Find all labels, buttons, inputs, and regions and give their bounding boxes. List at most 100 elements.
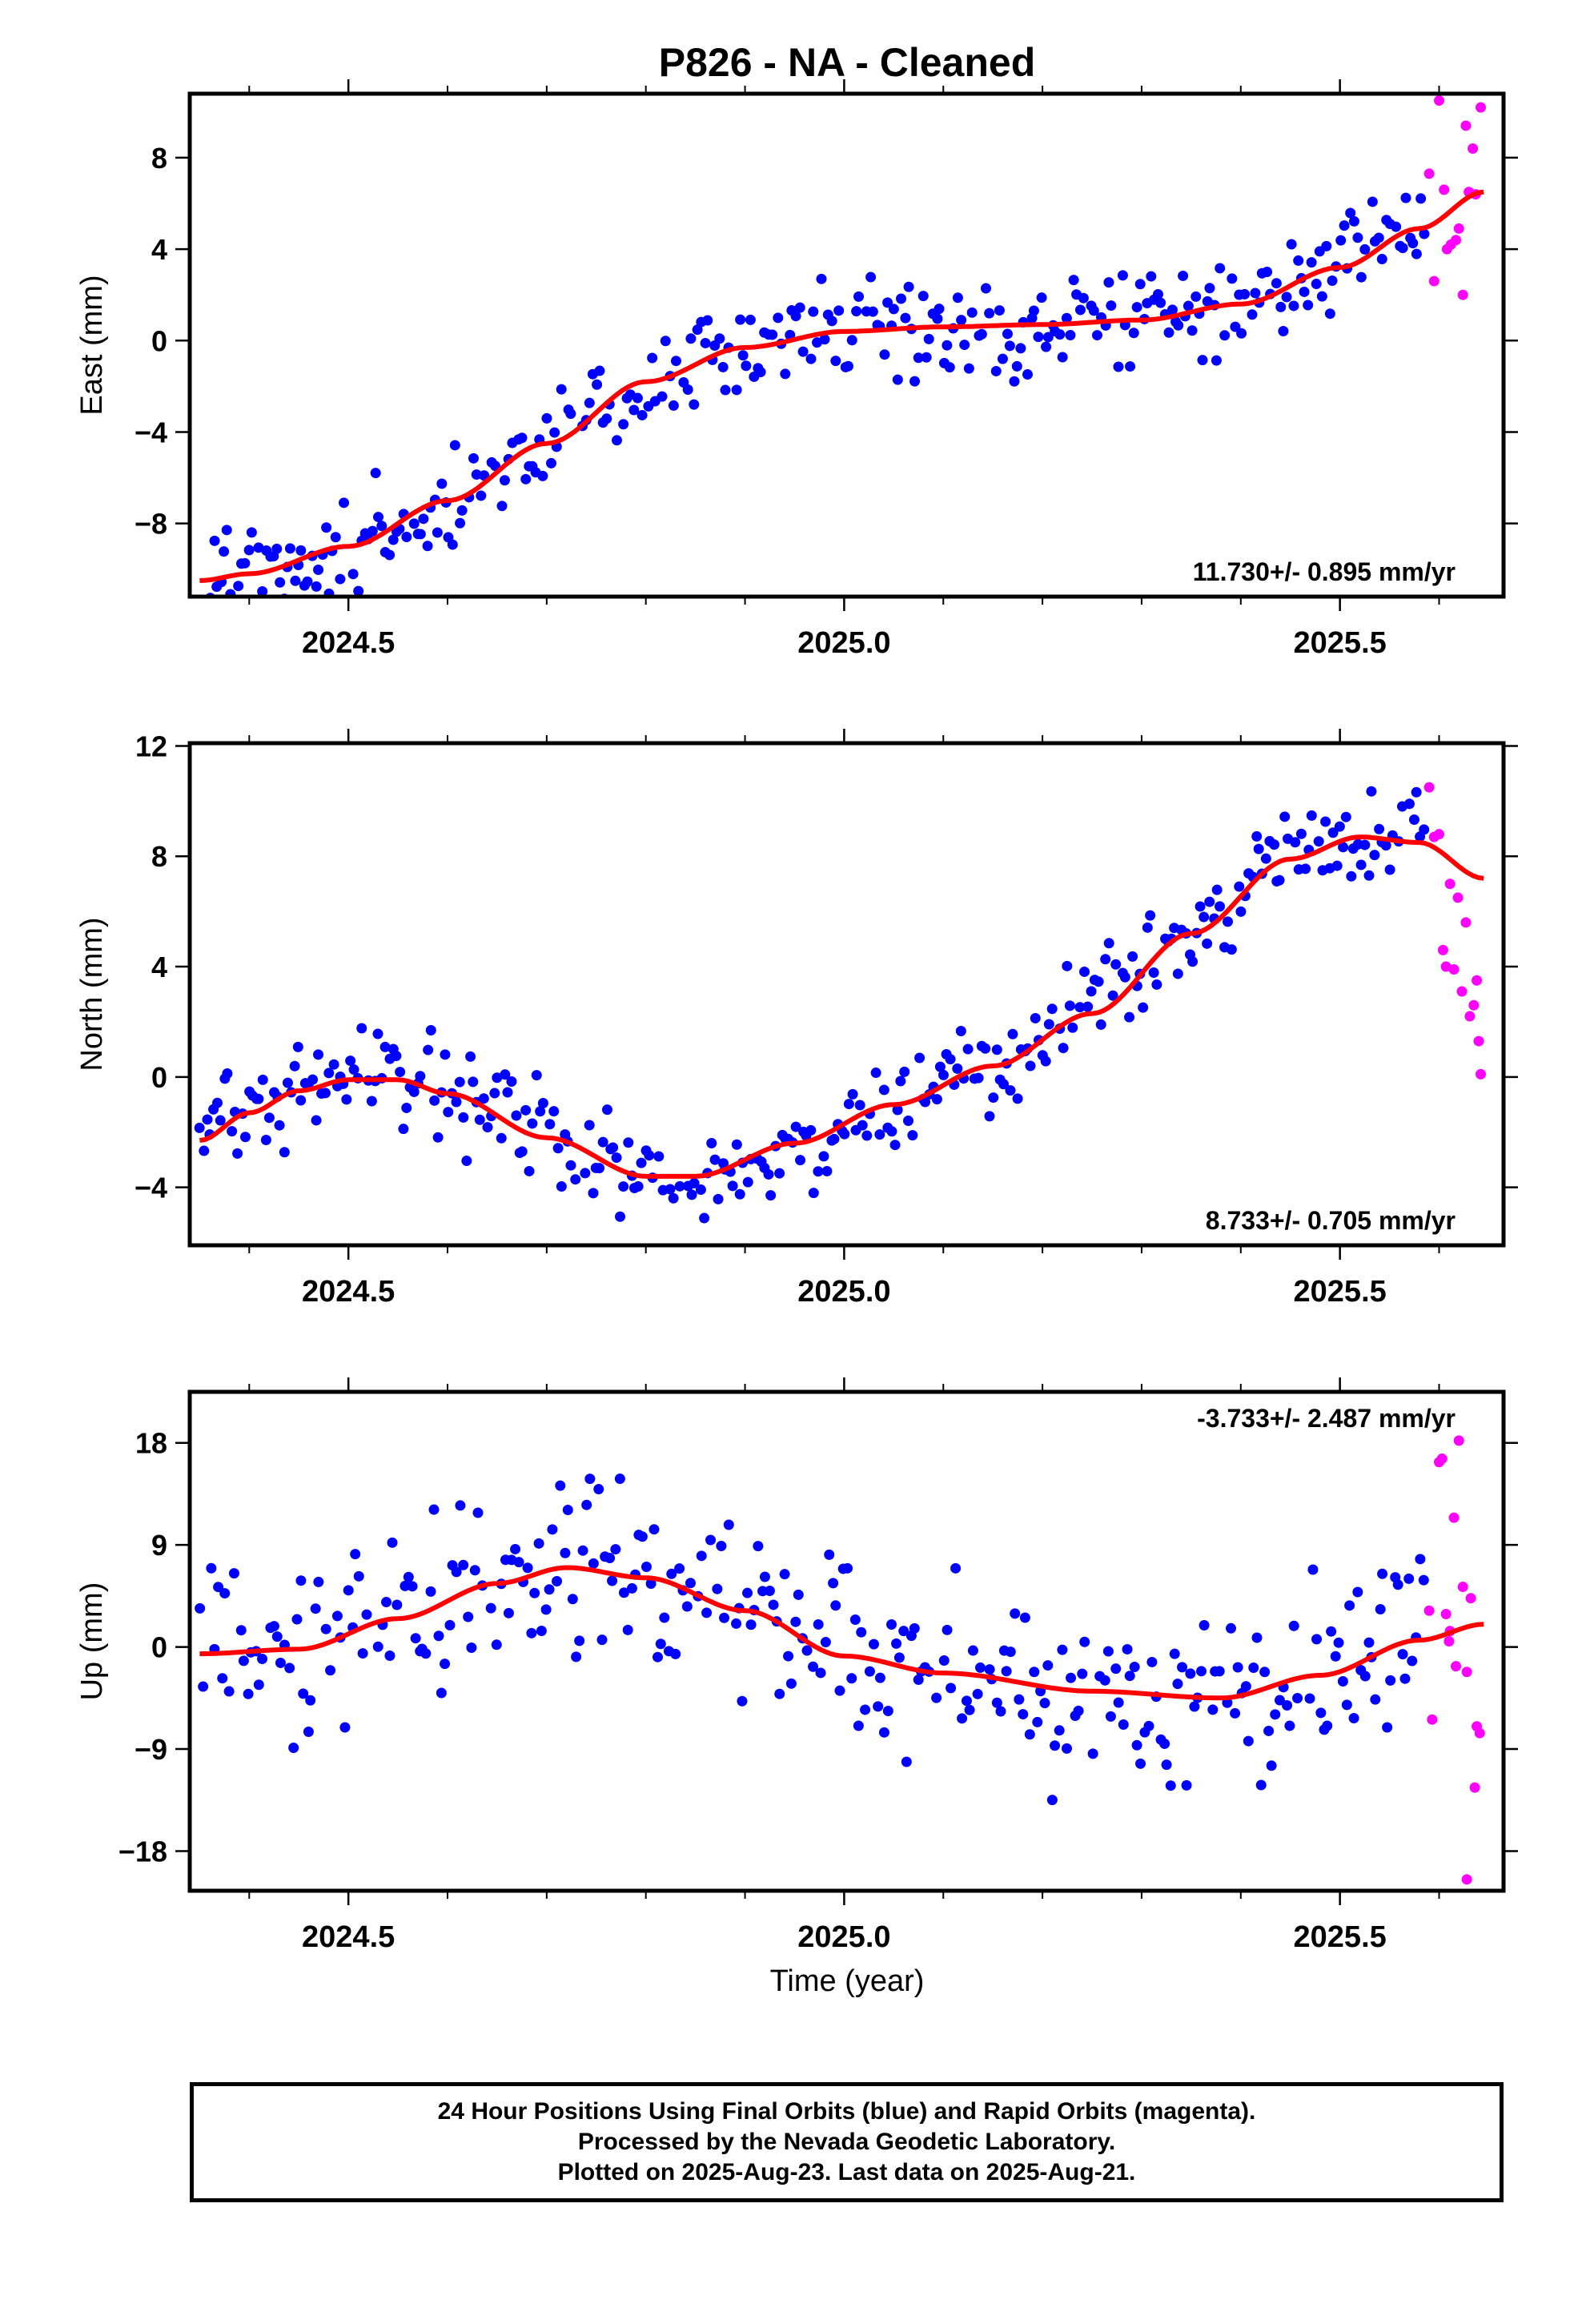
- east-panel: 2024.5 2025.0 2025.5 −8 −4 0 4 8 East (mm) 11.730…: [75, 79, 1518, 660]
- final-orbit-point: [548, 1106, 560, 1117]
- final-orbit-point: [900, 312, 911, 324]
- y-tick-label: 8: [151, 142, 167, 175]
- figure-title: P826 - NA - Cleaned: [659, 40, 1036, 85]
- final-orbit-point: [1015, 343, 1026, 354]
- final-orbit-point: [1043, 1019, 1054, 1030]
- east-panel-frame: [187, 91, 1506, 599]
- final-orbit-point: [614, 1474, 625, 1485]
- final-orbit-point: [372, 1028, 383, 1039]
- final-orbit-point: [973, 1072, 984, 1084]
- final-orbit-point: [648, 1524, 660, 1535]
- final-orbit-point: [239, 1132, 251, 1143]
- final-orbit-point: [601, 1104, 612, 1116]
- final-orbit-point: [1146, 1656, 1158, 1667]
- final-orbit-point: [597, 1136, 608, 1148]
- final-orbit-point: [1288, 300, 1299, 312]
- final-orbit-point: [1348, 1713, 1359, 1724]
- final-orbit-point: [656, 391, 668, 402]
- final-orbit-point: [1169, 1648, 1180, 1659]
- final-orbit-point: [1290, 837, 1301, 848]
- final-orbit-point: [1107, 990, 1118, 1001]
- y-tick-label: 12: [135, 730, 167, 762]
- final-orbit-point: [257, 1653, 268, 1664]
- final-orbit-point: [1384, 864, 1395, 875]
- final-orbit-point: [942, 340, 953, 351]
- final-orbit-point: [1226, 1622, 1237, 1634]
- final-orbit-point: [527, 1118, 538, 1129]
- final-orbit-point: [1187, 956, 1199, 967]
- final-orbit-point: [1172, 1679, 1183, 1690]
- final-orbit-point: [1315, 1707, 1327, 1719]
- final-orbit-point: [816, 273, 827, 284]
- final-orbit-point: [967, 1645, 978, 1656]
- final-orbit-point: [1370, 1694, 1381, 1705]
- final-orbit-point: [433, 1630, 444, 1642]
- final-orbit-point: [455, 517, 466, 529]
- final-orbit-point: [1142, 922, 1153, 933]
- final-orbit-point: [552, 1143, 564, 1154]
- final-orbit-point: [938, 1655, 950, 1667]
- final-orbit-point: [815, 1667, 826, 1679]
- final-orbit-point: [1215, 901, 1226, 912]
- final-orbit-point: [1172, 968, 1183, 979]
- final-orbit-point: [717, 361, 729, 372]
- final-orbit-point: [454, 1076, 465, 1088]
- final-orbit-point: [1177, 1662, 1188, 1673]
- final-orbit-point: [808, 1661, 819, 1672]
- final-orbit-point: [1275, 301, 1287, 312]
- final-orbit-point: [1106, 300, 1117, 312]
- final-orbit-point: [699, 1212, 710, 1224]
- y-tick-label: 0: [151, 1061, 167, 1094]
- final-orbit-point: [330, 532, 341, 543]
- final-orbit-point: [742, 1176, 753, 1188]
- final-orbit-point: [243, 1688, 254, 1699]
- final-orbit-point: [588, 1558, 599, 1569]
- final-orbit-point: [932, 313, 943, 324]
- final-orbit-point: [1363, 1637, 1375, 1648]
- final-orbit-point: [1033, 332, 1044, 343]
- final-orbit-point: [674, 1563, 685, 1574]
- final-orbit-point: [1215, 263, 1226, 274]
- final-orbit-point: [212, 1097, 223, 1108]
- final-orbit-point: [1331, 860, 1343, 871]
- final-orbit-point: [853, 291, 864, 302]
- final-orbit-point: [759, 1571, 770, 1582]
- final-orbit-point: [1380, 840, 1391, 851]
- final-orbit-point: [1306, 810, 1317, 821]
- final-orbit-point: [1050, 1740, 1061, 1751]
- final-orbit-point: [1040, 1055, 1051, 1067]
- final-orbit-point: [886, 1126, 897, 1137]
- rapid-orbit-point: [1440, 1609, 1452, 1620]
- final-orbit-point: [540, 1604, 552, 1615]
- rapid-orbit-point: [1461, 1874, 1472, 1885]
- x-tick-label: 2025.0: [797, 1920, 890, 1954]
- final-orbit-point: [565, 408, 576, 420]
- final-orbit-point: [623, 1137, 634, 1148]
- y-tick-label: 4: [151, 951, 167, 983]
- footer-caption-box: 24 Hour Positions Using Final Orbits (bl…: [190, 2082, 1504, 2202]
- final-orbit-point: [331, 1610, 343, 1622]
- rapid-orbit-point: [1427, 1714, 1438, 1725]
- final-orbit-point: [1251, 1632, 1263, 1643]
- final-orbit-point: [321, 522, 332, 533]
- final-orbit-point: [221, 525, 232, 536]
- final-orbit-point: [801, 1645, 813, 1656]
- final-orbit-point: [893, 1652, 905, 1663]
- final-orbit-point: [325, 1665, 336, 1676]
- x-tick-label: 2025.5: [1294, 1920, 1387, 1954]
- final-orbit-point: [895, 1076, 906, 1087]
- final-orbit-point: [1321, 240, 1332, 251]
- final-orbit-point: [310, 1603, 321, 1614]
- final-orbit-point: [696, 1550, 707, 1562]
- final-orbit-point: [846, 1673, 857, 1684]
- final-orbit-point: [731, 1618, 742, 1629]
- final-orbit-point: [379, 1041, 391, 1052]
- final-orbit-point: [556, 384, 567, 395]
- final-orbit-point: [1235, 906, 1247, 917]
- final-orbit-point: [685, 1578, 696, 1589]
- final-orbit-point: [931, 1692, 942, 1703]
- final-orbit-point: [790, 1616, 801, 1627]
- final-orbit-point: [785, 1678, 797, 1689]
- final-orbit-point: [734, 1188, 745, 1200]
- final-orbit-point: [618, 1181, 629, 1192]
